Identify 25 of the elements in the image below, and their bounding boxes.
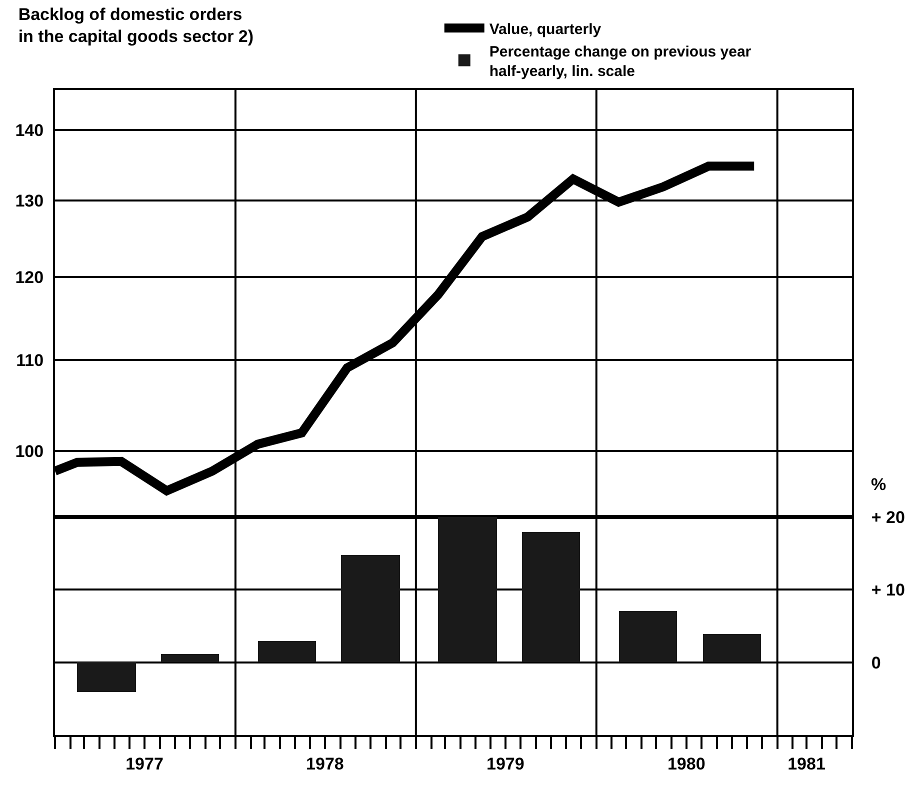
y-tick-label: + 10 bbox=[871, 580, 905, 600]
legend-label: Value, quarterly bbox=[489, 20, 602, 38]
bar bbox=[619, 610, 677, 662]
y-tick-label: 100 bbox=[15, 442, 44, 461]
y-tick-label: 130 bbox=[15, 192, 44, 211]
bar bbox=[438, 516, 497, 662]
y-tick-label: 110 bbox=[16, 350, 44, 370]
x-tick-label: 1981 bbox=[788, 754, 826, 774]
x-tick-label: 1980 bbox=[667, 754, 706, 774]
bar bbox=[341, 554, 400, 662]
y-tick-label: + 20 bbox=[871, 508, 905, 527]
y-axis-title: % bbox=[871, 475, 886, 494]
chart-title: Backlog of domestic orders in the capital goods sector 2) bbox=[18, 5, 254, 46]
x-tick-label: 1978 bbox=[306, 754, 344, 774]
bar bbox=[258, 640, 316, 662]
y-tick-label: 140 bbox=[15, 120, 44, 140]
bar bbox=[703, 634, 761, 662]
y-tick-label: 120 bbox=[15, 268, 44, 287]
bar bbox=[522, 532, 580, 662]
bar bbox=[77, 662, 136, 692]
x-tick-label: 1979 bbox=[486, 754, 524, 774]
bar bbox=[161, 654, 219, 662]
y-tick-label: 0 bbox=[871, 653, 881, 672]
x-tick-label: 1977 bbox=[126, 754, 164, 774]
legend-label: Percentage change on previous year half-yearly, lin. scale bbox=[489, 43, 752, 80]
